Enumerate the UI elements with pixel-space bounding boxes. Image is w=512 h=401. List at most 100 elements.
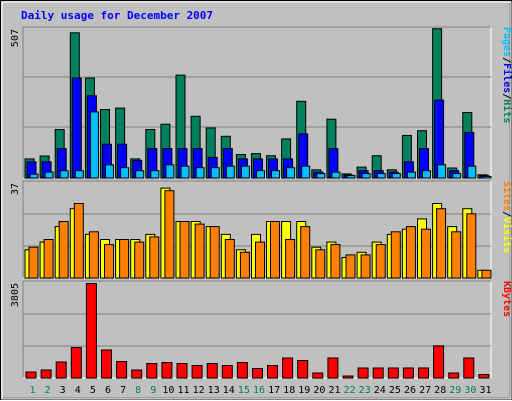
bar-kbytes-day-22 xyxy=(342,375,354,379)
bar-kbytes-day-20 xyxy=(312,372,324,379)
bar-pages-day-12 xyxy=(195,167,205,179)
bar-pages-day-23 xyxy=(361,173,371,179)
bar-kbytes-day-4 xyxy=(70,347,82,379)
x-tick-label-31: 31 xyxy=(479,385,491,396)
bar-kbytes-day-31 xyxy=(478,374,490,379)
bar-sites-day-28 xyxy=(436,208,447,279)
bar-pages-day-6 xyxy=(105,164,114,179)
x-tick-label-5: 5 xyxy=(90,385,96,396)
y-max-label: 37 xyxy=(10,183,21,195)
x-tick-label-28: 28 xyxy=(434,385,446,396)
bar-sites-day-10 xyxy=(164,190,175,279)
bar-kbytes-day-25 xyxy=(387,367,399,379)
bar-sites-day-11 xyxy=(179,221,190,279)
bar-kbytes-day-2 xyxy=(40,369,52,379)
bar-sites-day-2 xyxy=(43,239,54,279)
legend-item: / xyxy=(501,57,512,63)
bar-kbytes-day-16 xyxy=(252,368,263,379)
bar-pages-day-1 xyxy=(29,173,39,179)
bar-pages-day-24 xyxy=(376,173,386,179)
x-tick-label-14: 14 xyxy=(223,385,235,396)
x-tick-label-22: 22 xyxy=(344,385,356,396)
bar-kbytes-day-7 xyxy=(116,361,128,379)
x-tick-label-10: 10 xyxy=(162,385,174,396)
x-tick-label-19: 19 xyxy=(298,385,310,396)
bar-pages-day-10 xyxy=(165,164,175,179)
legend-item: Pages xyxy=(501,27,512,57)
x-tick-label-16: 16 xyxy=(253,385,265,396)
bar-sites-day-18 xyxy=(285,239,296,279)
legend-item: Hits xyxy=(501,99,512,123)
bar-sites-day-24 xyxy=(375,244,386,279)
panel-3: 3805 KBytes xyxy=(10,280,512,379)
legend-item: Visits xyxy=(501,217,512,253)
bar-pages-day-2 xyxy=(44,171,54,179)
x-tick-label-30: 30 xyxy=(464,385,476,396)
bar-kbytes-day-29 xyxy=(448,372,460,379)
x-tick-label-20: 20 xyxy=(313,385,325,396)
legend-item: / xyxy=(501,211,512,217)
x-tick-label-9: 9 xyxy=(150,385,156,396)
bar-kbytes-day-8 xyxy=(131,369,143,379)
bar-sites-day-5 xyxy=(88,231,99,279)
x-tick-label-7: 7 xyxy=(120,385,126,396)
bar-sites-day-20 xyxy=(315,249,326,279)
bar-pages-day-15 xyxy=(240,165,250,179)
bar-kbytes-day-1 xyxy=(25,371,37,379)
x-tick-label-2: 2 xyxy=(45,385,51,396)
bar-sites-day-22 xyxy=(345,254,356,279)
bar-sites-day-3 xyxy=(58,221,69,279)
bar-pages-day-13 xyxy=(210,167,220,179)
bar-sites-day-15 xyxy=(239,251,250,279)
x-tick-label-11: 11 xyxy=(177,385,189,396)
bar-pages-day-25 xyxy=(391,173,401,179)
legend-item: / xyxy=(501,93,512,99)
legend: Pages/Files/Hits xyxy=(501,27,512,123)
bar-kbytes-day-27 xyxy=(418,367,429,379)
chart-title: Daily usage for December 2007 xyxy=(21,9,213,22)
bar-pages-day-31 xyxy=(482,176,492,179)
bar-pages-day-4 xyxy=(74,170,84,179)
x-tick-label-29: 29 xyxy=(449,385,461,396)
panel-2: 37 Sites/Visits xyxy=(10,180,512,279)
legend-item: Files xyxy=(501,63,512,93)
bar-kbytes-day-21 xyxy=(327,357,339,379)
bar-sites-day-6 xyxy=(104,244,114,279)
bar-kbytes-day-5 xyxy=(85,283,97,379)
bar-pages-day-5 xyxy=(89,111,99,179)
bar-pages-day-7 xyxy=(120,167,130,179)
y-max-label: 507 xyxy=(10,29,21,47)
x-tick-label-6: 6 xyxy=(105,385,111,396)
x-tick-label-24: 24 xyxy=(374,385,386,396)
bar-sites-day-25 xyxy=(390,231,401,279)
x-tick-label-18: 18 xyxy=(283,385,295,396)
x-tick-label-1: 1 xyxy=(29,385,35,396)
bar-sites-day-1 xyxy=(28,246,39,279)
bar-sites-day-16 xyxy=(255,241,265,279)
bar-pages-day-3 xyxy=(59,170,69,179)
bar-sites-day-17 xyxy=(270,221,280,279)
bar-pages-day-28 xyxy=(437,164,447,179)
bar-sites-day-23 xyxy=(360,254,371,279)
x-tick-label-12: 12 xyxy=(193,385,205,396)
bar-pages-day-9 xyxy=(150,170,160,179)
bar-pages-day-18 xyxy=(286,167,296,179)
bar-pages-day-8 xyxy=(135,170,145,179)
bar-sites-day-21 xyxy=(330,244,341,279)
bar-pages-day-29 xyxy=(452,173,462,179)
bar-kbytes-day-13 xyxy=(206,363,218,379)
bar-sites-day-29 xyxy=(451,231,462,279)
bar-sites-day-4 xyxy=(73,203,84,279)
x-tick-label-8: 8 xyxy=(135,385,141,396)
x-tick-label-23: 23 xyxy=(359,385,371,396)
x-tick-label-15: 15 xyxy=(238,385,250,396)
bar-pages-day-19 xyxy=(301,165,311,179)
bar-kbytes-day-17 xyxy=(267,365,278,379)
bar-pages-day-26 xyxy=(406,171,416,179)
bar-pages-day-20 xyxy=(316,173,326,179)
x-tick-label-21: 21 xyxy=(328,385,340,396)
legend: KBytes xyxy=(501,281,512,317)
bar-kbytes-day-6 xyxy=(101,349,112,379)
bar-kbytes-day-11 xyxy=(176,363,188,379)
